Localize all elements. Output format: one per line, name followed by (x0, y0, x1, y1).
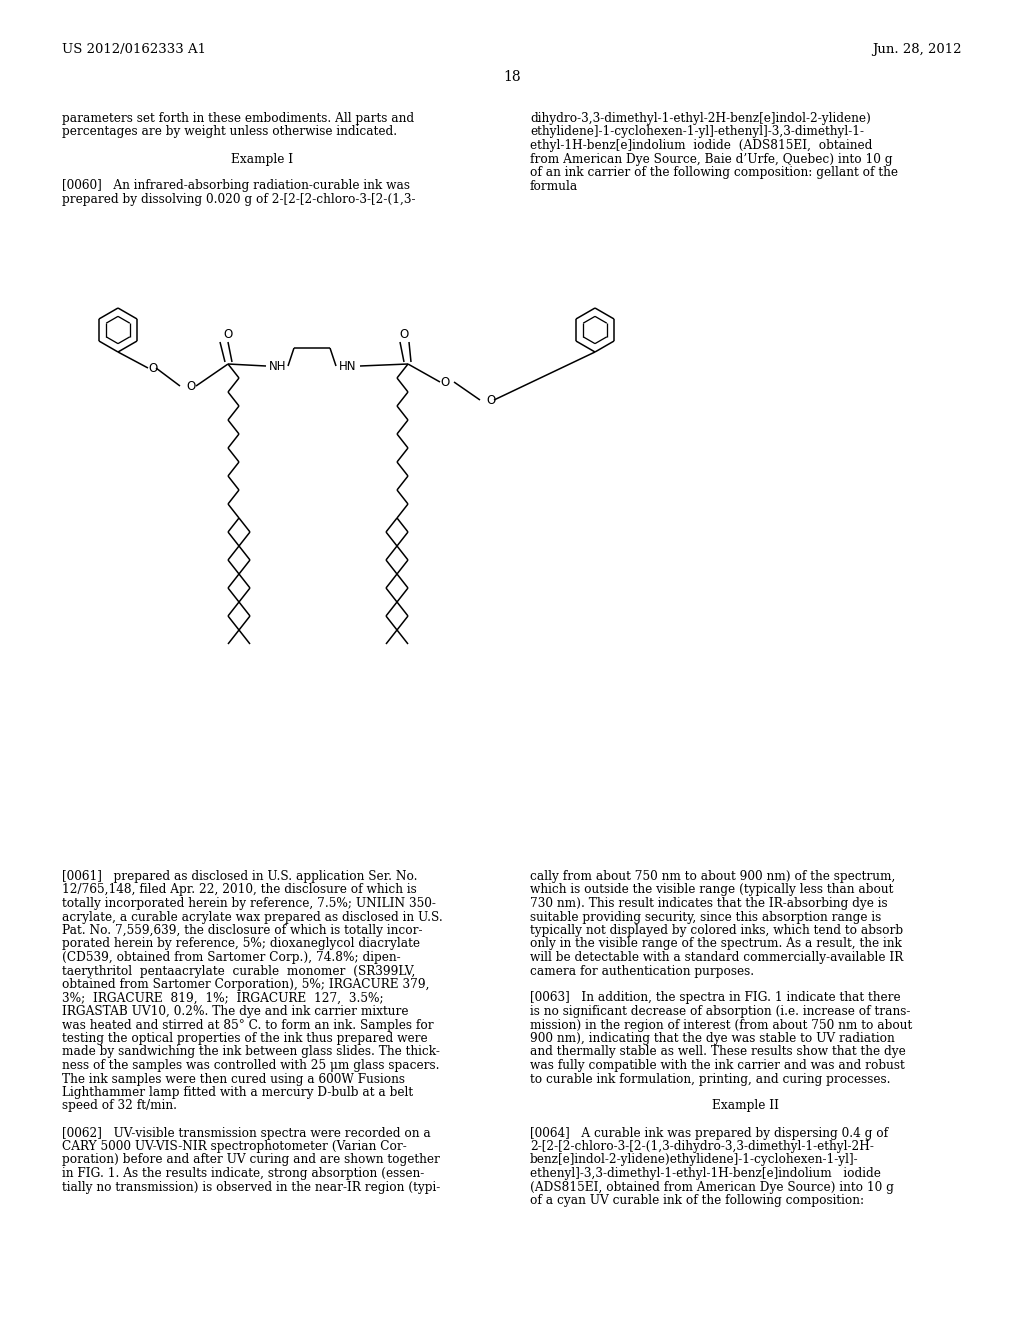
Text: which is outside the visible range (typically less than about: which is outside the visible range (typi… (530, 883, 893, 896)
Text: suitable providing security, since this absorption range is: suitable providing security, since this … (530, 911, 882, 924)
Text: formula: formula (530, 180, 579, 193)
Text: O: O (440, 375, 450, 388)
Text: from American Dye Source, Baie d’Urfe, Quebec) into 10 g: from American Dye Source, Baie d’Urfe, Q… (530, 153, 893, 165)
Text: will be detectable with a standard commercially-available IR: will be detectable with a standard comme… (530, 950, 903, 964)
Text: O: O (148, 363, 158, 375)
Text: percentages are by weight unless otherwise indicated.: percentages are by weight unless otherwi… (62, 125, 397, 139)
Text: O: O (399, 327, 409, 341)
Text: 730 nm). This result indicates that the IR-absorbing dye is: 730 nm). This result indicates that the … (530, 898, 888, 909)
Text: O: O (486, 393, 496, 407)
Text: typically not displayed by colored inks, which tend to absorb: typically not displayed by colored inks,… (530, 924, 903, 937)
Text: [0064]   A curable ink was prepared by dispersing 0.4 g of: [0064] A curable ink was prepared by dis… (530, 1126, 888, 1139)
Text: tially no transmission) is observed in the near-IR region (typi-: tially no transmission) is observed in t… (62, 1180, 440, 1193)
Text: of an ink carrier of the following composition: gellant of the: of an ink carrier of the following compo… (530, 166, 898, 180)
Text: poration) before and after UV curing and are shown together: poration) before and after UV curing and… (62, 1154, 440, 1167)
Text: O: O (223, 327, 232, 341)
Text: [0062]   UV-visible transmission spectra were recorded on a: [0062] UV-visible transmission spectra w… (62, 1126, 431, 1139)
Text: cally from about 750 nm to about 900 nm) of the spectrum,: cally from about 750 nm to about 900 nm)… (530, 870, 895, 883)
Text: acrylate, a curable acrylate wax prepared as disclosed in U.S.: acrylate, a curable acrylate wax prepare… (62, 911, 442, 924)
Text: is no significant decrease of absorption (i.e. increase of trans-: is no significant decrease of absorption… (530, 1005, 910, 1018)
Text: dihydro-3,3-dimethyl-1-ethyl-2H-benz[e]indol-2-ylidene): dihydro-3,3-dimethyl-1-ethyl-2H-benz[e]i… (530, 112, 870, 125)
Text: camera for authentication purposes.: camera for authentication purposes. (530, 965, 754, 978)
Text: was heated and stirred at 85° C. to form an ink. Samples for: was heated and stirred at 85° C. to form… (62, 1019, 433, 1031)
Text: Example I: Example I (231, 153, 293, 165)
Text: ethenyl]-3,3-dimethyl-1-ethyl-1H-benz[e]indolium   iodide: ethenyl]-3,3-dimethyl-1-ethyl-1H-benz[e]… (530, 1167, 881, 1180)
Text: made by sandwiching the ink between glass slides. The thick-: made by sandwiching the ink between glas… (62, 1045, 440, 1059)
Text: ethyl-1H-benz[e]indolium  iodide  (ADS815EI,  obtained: ethyl-1H-benz[e]indolium iodide (ADS815E… (530, 139, 872, 152)
Text: of a cyan UV curable ink of the following composition:: of a cyan UV curable ink of the followin… (530, 1195, 864, 1206)
Text: O: O (186, 380, 196, 392)
Text: parameters set forth in these embodiments. All parts and: parameters set forth in these embodiment… (62, 112, 414, 125)
Text: 900 nm), indicating that the dye was stable to UV radiation: 900 nm), indicating that the dye was sta… (530, 1032, 895, 1045)
Text: 3%;  IRGACURE  819,  1%;  IRGACURE  127,  3.5%;: 3%; IRGACURE 819, 1%; IRGACURE 127, 3.5%… (62, 991, 384, 1005)
Text: mission) in the region of interest (from about 750 nm to about: mission) in the region of interest (from… (530, 1019, 912, 1031)
Text: prepared by dissolving 0.020 g of 2-[2-[2-chloro-3-[2-(1,3-: prepared by dissolving 0.020 g of 2-[2-[… (62, 193, 416, 206)
Text: [0061]   prepared as disclosed in U.S. application Ser. No.: [0061] prepared as disclosed in U.S. app… (62, 870, 418, 883)
Text: taerythritol  pentaacrylate  curable  monomer  (SR399LV,: taerythritol pentaacrylate curable monom… (62, 965, 416, 978)
Text: Pat. No. 7,559,639, the disclosure of which is totally incor-: Pat. No. 7,559,639, the disclosure of wh… (62, 924, 423, 937)
Text: and thermally stable as well. These results show that the dye: and thermally stable as well. These resu… (530, 1045, 906, 1059)
Text: (CD539, obtained from Sartomer Corp.), 74.8%; dipen-: (CD539, obtained from Sartomer Corp.), 7… (62, 950, 400, 964)
Text: The ink samples were then cured using a 600W Fusions: The ink samples were then cured using a … (62, 1072, 406, 1085)
Text: Example II: Example II (713, 1100, 779, 1113)
Text: only in the visible range of the spectrum. As a result, the ink: only in the visible range of the spectru… (530, 937, 902, 950)
Text: testing the optical properties of the ink thus prepared were: testing the optical properties of the in… (62, 1032, 428, 1045)
Text: ness of the samples was controlled with 25 μm glass spacers.: ness of the samples was controlled with … (62, 1059, 439, 1072)
Text: 12/765,148, filed Apr. 22, 2010, the disclosure of which is: 12/765,148, filed Apr. 22, 2010, the dis… (62, 883, 417, 896)
Text: totally incorporated herein by reference, 7.5%; UNILIN 350-: totally incorporated herein by reference… (62, 898, 436, 909)
Text: was fully compatible with the ink carrier and was and robust: was fully compatible with the ink carrie… (530, 1059, 905, 1072)
Text: IRGASTAB UV10, 0.2%. The dye and ink carrier mixture: IRGASTAB UV10, 0.2%. The dye and ink car… (62, 1005, 409, 1018)
Text: porated herein by reference, 5%; dioxaneglycol diacrylate: porated herein by reference, 5%; dioxane… (62, 937, 420, 950)
Text: [0060]   An infrared-absorbing radiation-curable ink was: [0060] An infrared-absorbing radiation-c… (62, 180, 410, 193)
Text: speed of 32 ft/min.: speed of 32 ft/min. (62, 1100, 177, 1113)
Text: benz[e]indol-2-ylidene)ethylidene]-1-cyclohexen-1-yl]-: benz[e]indol-2-ylidene)ethylidene]-1-cyc… (530, 1154, 859, 1167)
Text: HN: HN (339, 359, 356, 372)
Text: 18: 18 (503, 70, 521, 84)
Text: to curable ink formulation, printing, and curing processes.: to curable ink formulation, printing, an… (530, 1072, 891, 1085)
Text: (ADS815EI, obtained from American Dye Source) into 10 g: (ADS815EI, obtained from American Dye So… (530, 1180, 894, 1193)
Text: Jun. 28, 2012: Jun. 28, 2012 (872, 44, 962, 55)
Text: [0063]   In addition, the spectra in FIG. 1 indicate that there: [0063] In addition, the spectra in FIG. … (530, 991, 901, 1005)
Text: US 2012/0162333 A1: US 2012/0162333 A1 (62, 44, 206, 55)
Text: ethylidene]-1-cyclohexen-1-yl]-ethenyl]-3,3-dimethyl-1-: ethylidene]-1-cyclohexen-1-yl]-ethenyl]-… (530, 125, 864, 139)
Text: NH: NH (269, 359, 287, 372)
Text: 2-[2-[2-chloro-3-[2-(1,3-dihydro-3,3-dimethyl-1-ethyl-2H-: 2-[2-[2-chloro-3-[2-(1,3-dihydro-3,3-dim… (530, 1140, 873, 1152)
Text: CARY 5000 UV-VIS-NIR spectrophotometer (Varian Cor-: CARY 5000 UV-VIS-NIR spectrophotometer (… (62, 1140, 407, 1152)
Text: in FIG. 1. As the results indicate, strong absorption (essen-: in FIG. 1. As the results indicate, stro… (62, 1167, 424, 1180)
Text: Lighthammer lamp fitted with a mercury D-bulb at a belt: Lighthammer lamp fitted with a mercury D… (62, 1086, 413, 1100)
Text: obtained from Sartomer Corporation), 5%; IRGACURE 379,: obtained from Sartomer Corporation), 5%;… (62, 978, 429, 991)
